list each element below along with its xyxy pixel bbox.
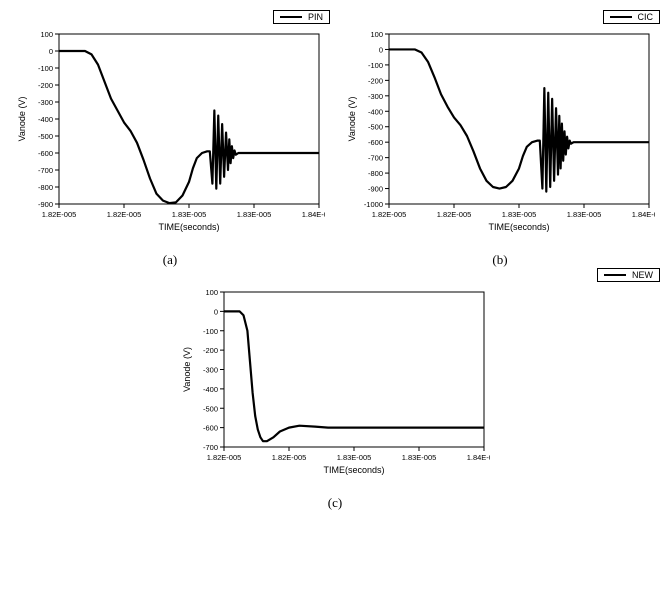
svg-text:1.83E-005: 1.83E-005 [237,210,272,219]
svg-text:-800: -800 [38,183,53,192]
svg-text:Vanode (V): Vanode (V) [347,97,357,142]
svg-text:-700: -700 [38,166,53,175]
svg-text:TIME(seconds): TIME(seconds) [488,222,549,232]
svg-text:-500: -500 [38,132,53,141]
legend-swatch-icon [610,16,632,18]
svg-text:TIME(seconds): TIME(seconds) [158,222,219,232]
legend-b: CIC [603,10,661,24]
svg-text:-1000: -1000 [364,200,383,209]
chart-c: 1000-100-200-300-400-500-600-7001.82E-00… [180,284,490,479]
svg-text:-400: -400 [203,385,218,394]
caption-b: (b) [492,252,507,268]
chart-a: 100 0 -100 -200 -300 -400 -500 -600 -700 -800 -900… [15,26,325,236]
svg-text:TIME(seconds): TIME(seconds) [323,465,384,475]
svg-text:-900: -900 [368,185,383,194]
legend-c-label: NEW [632,270,653,280]
legend-swatch-icon [604,274,626,276]
svg-text:100: 100 [40,30,53,39]
svg-text:100: 100 [205,288,218,297]
svg-text:1.82E-005: 1.82E-005 [107,210,142,219]
svg-text:1.82E-005: 1.82E-005 [42,210,77,219]
legend-c: NEW [597,268,660,282]
svg-text:-400: -400 [38,115,53,124]
legend-b-label: CIC [638,12,654,22]
panel-c: NEW 1000-100-200-300-400-500-600-7001.82… [10,268,660,511]
svg-text:-100: -100 [38,64,53,73]
svg-text:-300: -300 [203,366,218,375]
svg-text:1.83E-005: 1.83E-005 [567,210,602,219]
chart-b: 100 0 -100 -200 -300 -400 -500 -600 -700 -800 -900… [345,26,655,236]
svg-text:1.84E-005: 1.84E-005 [467,453,490,462]
svg-text:-600: -600 [203,424,218,433]
svg-text:1.82E-005: 1.82E-005 [272,453,307,462]
svg-text:-500: -500 [203,404,218,413]
svg-text:Vanode (V): Vanode (V) [17,97,27,142]
svg-text:-100: -100 [368,61,383,70]
svg-text:-200: -200 [368,76,383,85]
svg-text:-600: -600 [368,138,383,147]
caption-a: (a) [163,252,177,268]
svg-text:0: 0 [379,45,383,54]
svg-text:-600: -600 [38,149,53,158]
legend-swatch-icon [280,16,302,18]
svg-text:1.82E-005: 1.82E-005 [372,210,407,219]
svg-text:1.83E-005: 1.83E-005 [402,453,437,462]
svg-text:-300: -300 [368,92,383,101]
svg-text:-900: -900 [38,200,53,209]
svg-text:1.83E-005: 1.83E-005 [172,210,207,219]
svg-text:-500: -500 [368,123,383,132]
legend-a-label: PIN [308,12,323,22]
svg-text:1.82E-005: 1.82E-005 [437,210,472,219]
svg-text:-700: -700 [368,154,383,163]
svg-text:-400: -400 [368,107,383,116]
svg-text:1.83E-005: 1.83E-005 [337,453,372,462]
svg-text:1.84E-005: 1.84E-005 [302,210,325,219]
svg-text:-300: -300 [38,98,53,107]
svg-text:-200: -200 [38,81,53,90]
svg-text:1.82E-005: 1.82E-005 [207,453,242,462]
svg-text:-200: -200 [203,346,218,355]
svg-text:1.84E-005: 1.84E-005 [632,210,655,219]
legend-a: PIN [273,10,330,24]
svg-text:-800: -800 [368,169,383,178]
panel-b: CIC 100 0 -100 -200 -300 -400 -500 -600 -700 -800… [340,10,660,268]
svg-text:0: 0 [214,307,218,316]
svg-text:0: 0 [49,47,53,56]
svg-text:-100: -100 [203,327,218,336]
caption-c: (c) [328,495,342,511]
svg-text:-700: -700 [203,443,218,452]
panel-a: PIN 100 0 -100 -200 -300 -400 -500 -600 -700 -800… [10,10,330,268]
svg-text:100: 100 [370,30,383,39]
svg-text:Vanode (V): Vanode (V) [182,347,192,392]
svg-text:1.83E-005: 1.83E-005 [502,210,537,219]
